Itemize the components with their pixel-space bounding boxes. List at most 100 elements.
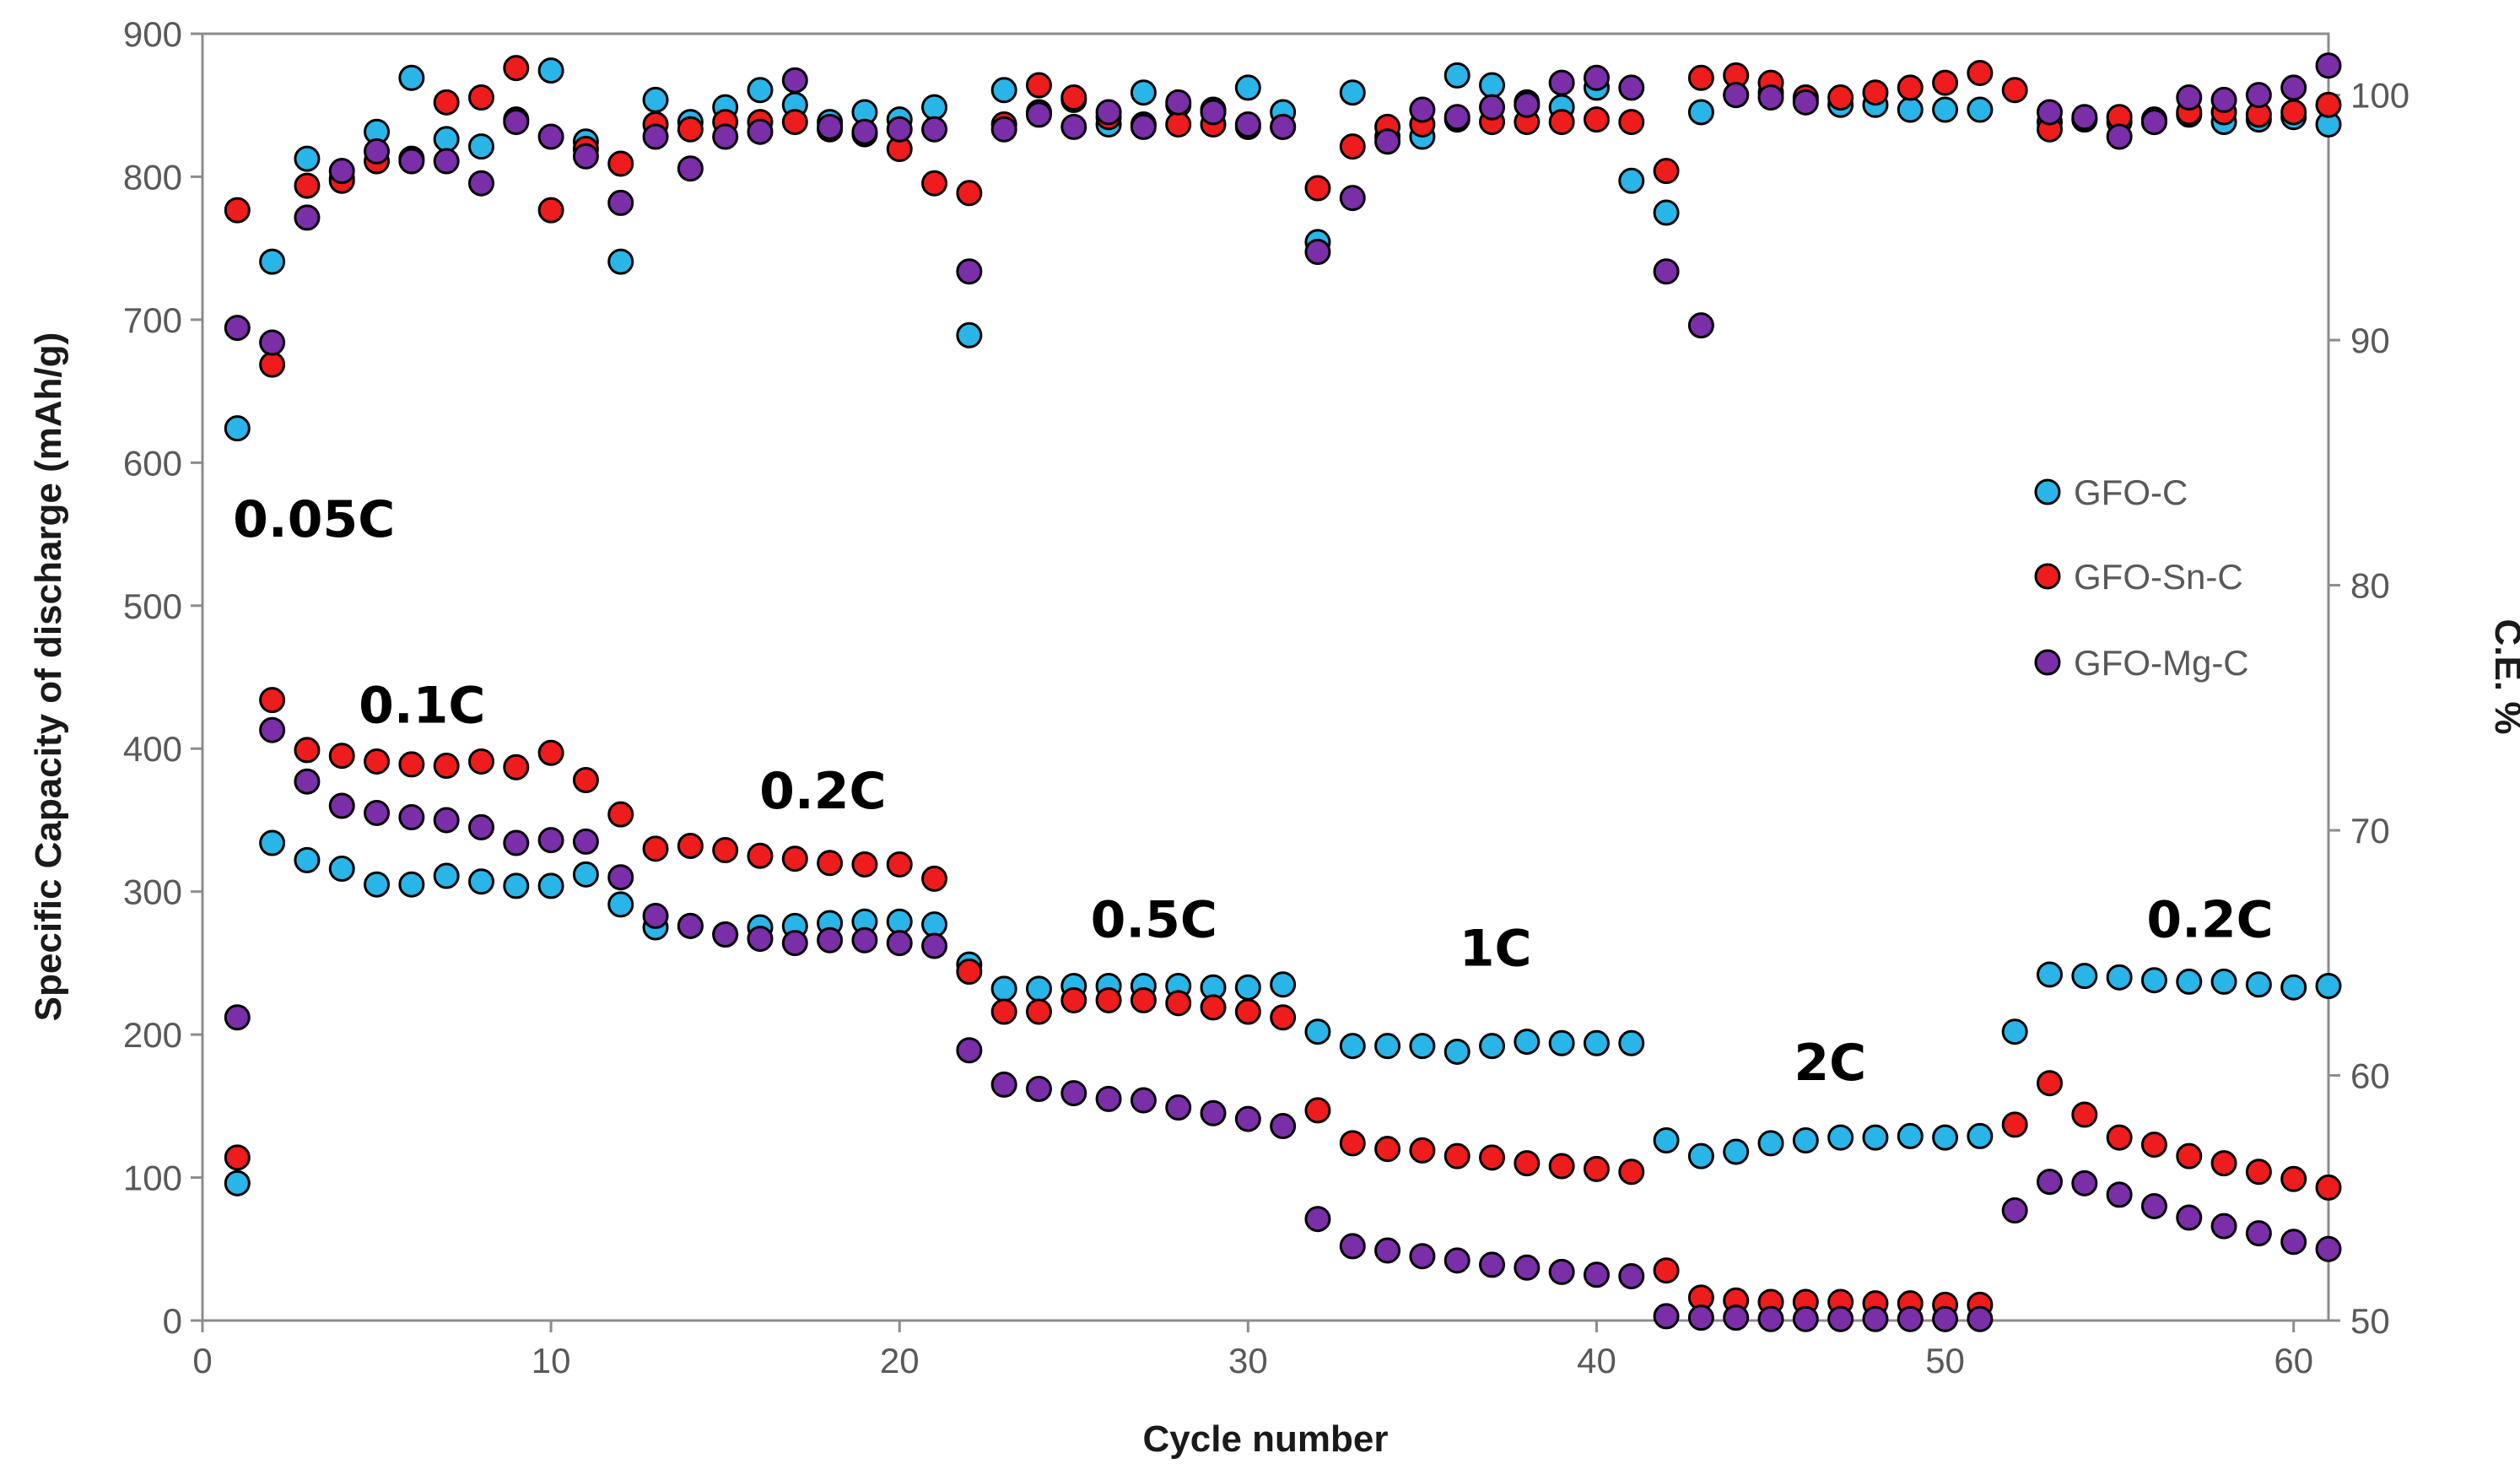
legend-marker-gfo-mg-c: [2034, 649, 2061, 676]
y2-tick-label: 100: [2350, 76, 2409, 116]
data-point: [328, 743, 355, 770]
data-point: [1653, 258, 1680, 285]
data-point: [224, 1004, 251, 1031]
data-point: [712, 921, 739, 948]
data-point: [467, 170, 494, 197]
data-point: [1687, 99, 1714, 126]
data-point: [607, 801, 634, 828]
data-point: [259, 248, 286, 275]
data-point: [1653, 1303, 1680, 1330]
data-point: [1932, 1305, 1959, 1332]
data-point: [294, 737, 321, 764]
y-axis-title: Specific Capacity of discharge (mAh/g): [28, 332, 69, 1022]
data-point: [817, 926, 844, 953]
data-point: [1583, 1155, 1610, 1182]
data-point: [2037, 961, 2064, 988]
data-point: [1060, 113, 1087, 140]
data-point: [1618, 1159, 1645, 1186]
data-point: [2176, 84, 2203, 111]
data-point: [1618, 167, 1645, 194]
rate-label: 0.5C: [1091, 891, 1217, 950]
data-point: [2001, 77, 2028, 104]
data-point: [259, 329, 286, 356]
data-point: [2071, 963, 2098, 990]
data-point: [607, 189, 634, 216]
data-point: [1025, 998, 1052, 1025]
data-point: [2245, 1220, 2272, 1247]
data-point: [2245, 971, 2272, 998]
data-point: [503, 872, 530, 899]
y2-tick-label: 70: [2350, 811, 2390, 851]
data-point: [398, 64, 425, 91]
legend: GFO-C GFO-Sn-C GFO-Mg-C: [2034, 473, 2249, 683]
data-point: [398, 871, 425, 898]
data-point: [1200, 994, 1227, 1021]
data-point: [781, 930, 808, 957]
data-point: [1792, 1305, 1819, 1332]
data-point: [1409, 1243, 1436, 1270]
data-point: [851, 851, 878, 878]
data-point: [294, 768, 321, 795]
data-point: [1304, 1206, 1331, 1233]
y-tick-label: 500: [123, 586, 182, 626]
data-point: [607, 150, 634, 177]
data-point: [2176, 1204, 2203, 1231]
data-point: [1548, 1153, 1575, 1180]
data-point: [1409, 1033, 1436, 1060]
data-point: [1443, 104, 1470, 131]
data-point: [1792, 1127, 1819, 1153]
data-point: [259, 716, 286, 743]
data-point: [1618, 1029, 1645, 1056]
series-gfo-mg-c: [224, 716, 2342, 1332]
data-point: [1234, 74, 1261, 101]
data-point: [1583, 106, 1610, 133]
data-point: [1234, 974, 1261, 1001]
data-point: [2037, 99, 2064, 126]
data-point: [642, 86, 669, 113]
data-point: [1583, 1029, 1610, 1056]
data-point: [1548, 109, 1575, 136]
data-point: [224, 415, 251, 442]
data-point: [1339, 133, 1366, 160]
data-point: [817, 850, 844, 877]
data-point: [607, 864, 634, 891]
data-point: [294, 145, 321, 172]
data-point: [1304, 239, 1331, 266]
data-point: [294, 172, 321, 199]
data-point: [1514, 91, 1541, 118]
data-point: [1897, 96, 1924, 123]
data-point: [1862, 1124, 1889, 1151]
data-point: [1025, 975, 1052, 1002]
rate-labels-layer: 0.05C 0.1C 0.2C 0.5C 1C 2C 0.2C: [233, 490, 2274, 1093]
data-point: [1443, 1247, 1470, 1274]
data-point: [537, 827, 564, 854]
data-point: [364, 748, 391, 775]
data-point: [747, 926, 774, 953]
data-point: [1897, 1122, 1924, 1149]
data-point: [1443, 62, 1470, 89]
data-point: [1130, 1087, 1157, 1114]
data-point: [2071, 104, 2098, 131]
y2-tick-label: 90: [2350, 321, 2390, 360]
data-point: [851, 926, 878, 953]
data-point: [503, 829, 530, 856]
data-point: [1723, 82, 1750, 109]
data-point: [2037, 1070, 2064, 1097]
data-point: [2280, 74, 2307, 101]
data-point: [537, 123, 564, 150]
data-point: [1687, 312, 1714, 339]
data-point: [2210, 968, 2237, 995]
data-point: [747, 842, 774, 869]
data-point: [2001, 1197, 2028, 1224]
data-point: [677, 912, 704, 939]
data-point: [1130, 79, 1157, 106]
data-point: [781, 109, 808, 136]
data-point: [259, 687, 286, 714]
data-point: [886, 930, 913, 957]
data-point: [1270, 971, 1297, 998]
data-point: [851, 118, 878, 145]
data-point: [1897, 74, 1924, 101]
data-point: [677, 155, 704, 182]
data-point: [224, 1144, 251, 1171]
